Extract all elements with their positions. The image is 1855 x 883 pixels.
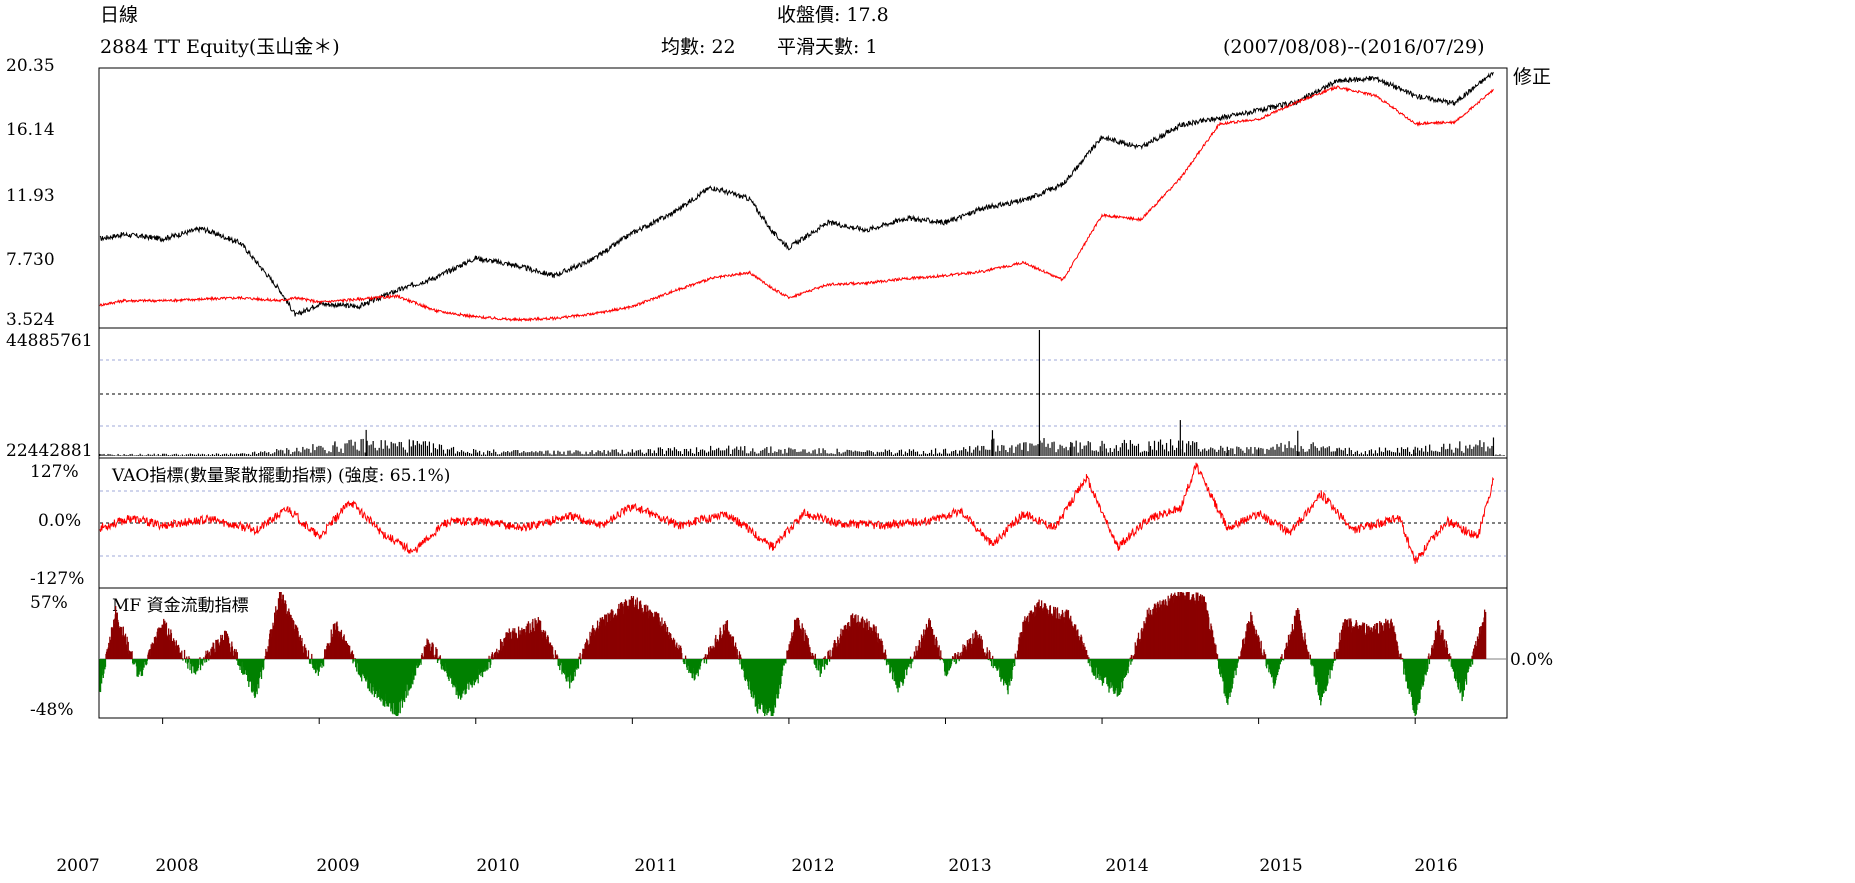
volume-tick-label: 44885761 [6, 331, 93, 351]
mf-tick-label: 57% [30, 593, 68, 613]
volume-tick-label: 22442881 [6, 441, 93, 461]
x-tick-label: 2013 [948, 856, 992, 876]
mf-panel-frame [98, 587, 1508, 719]
date-range-label: (2007/08/08)--(2016/07/29) [1223, 36, 1485, 58]
x-tick-label: 2007 [56, 856, 100, 876]
vao-series-line [99, 462, 1494, 564]
price-tick-label: 11.93 [6, 186, 55, 206]
volume-layer [99, 330, 1505, 456]
x-tick-label: 2011 [634, 856, 678, 876]
mf-panel-title: MF 資金流動指標 [112, 596, 249, 616]
average-label: 均數: 22 [661, 36, 736, 58]
vao-layer [99, 462, 1494, 564]
x-tick-label: 2015 [1259, 856, 1303, 876]
x-tick-label: 2009 [316, 856, 360, 876]
x-tick-label: 2008 [155, 856, 199, 876]
x-tick-label: 2010 [476, 856, 520, 876]
price-tick-label: 16.14 [6, 120, 55, 140]
price-layer [99, 71, 1494, 323]
vao-tick-label: -127% [30, 569, 85, 589]
price-series-line [99, 71, 1494, 317]
adjusted-label: 修正 [1513, 66, 1552, 88]
volume-panel-frame [98, 327, 1508, 459]
vao-tick-label: 0.0% [38, 511, 82, 531]
x-tick-label: 2014 [1105, 856, 1149, 876]
ticker-label: 2884 TT Equity(玉山金＊) [100, 36, 340, 58]
vao-panel-title: VAO指標(數量聚散擺動指標) (強度: 65.1%) [112, 466, 451, 486]
price-tick-label: 7.730 [6, 250, 55, 270]
x-axis-ticks [162, 718, 1416, 724]
x-tick-label: 2012 [791, 856, 835, 876]
price-panel-frame [98, 67, 1508, 329]
price-tick-label: 20.35 [6, 56, 55, 76]
smoothing-label: 平滑天數: 1 [777, 36, 878, 58]
mf-zero-label: 0.0% [1510, 650, 1554, 670]
mf-tick-label: -48% [30, 700, 74, 720]
x-tick-label: 2016 [1414, 856, 1458, 876]
adjusted-price-series-line [99, 85, 1494, 323]
chart-kind-label: 日線 [100, 4, 139, 26]
price-tick-label: 3.524 [6, 310, 55, 330]
vao-tick-label: 127% [30, 462, 79, 482]
close-price-label: 收盤價: 17.8 [777, 4, 889, 26]
mf-layer [99, 592, 1487, 716]
